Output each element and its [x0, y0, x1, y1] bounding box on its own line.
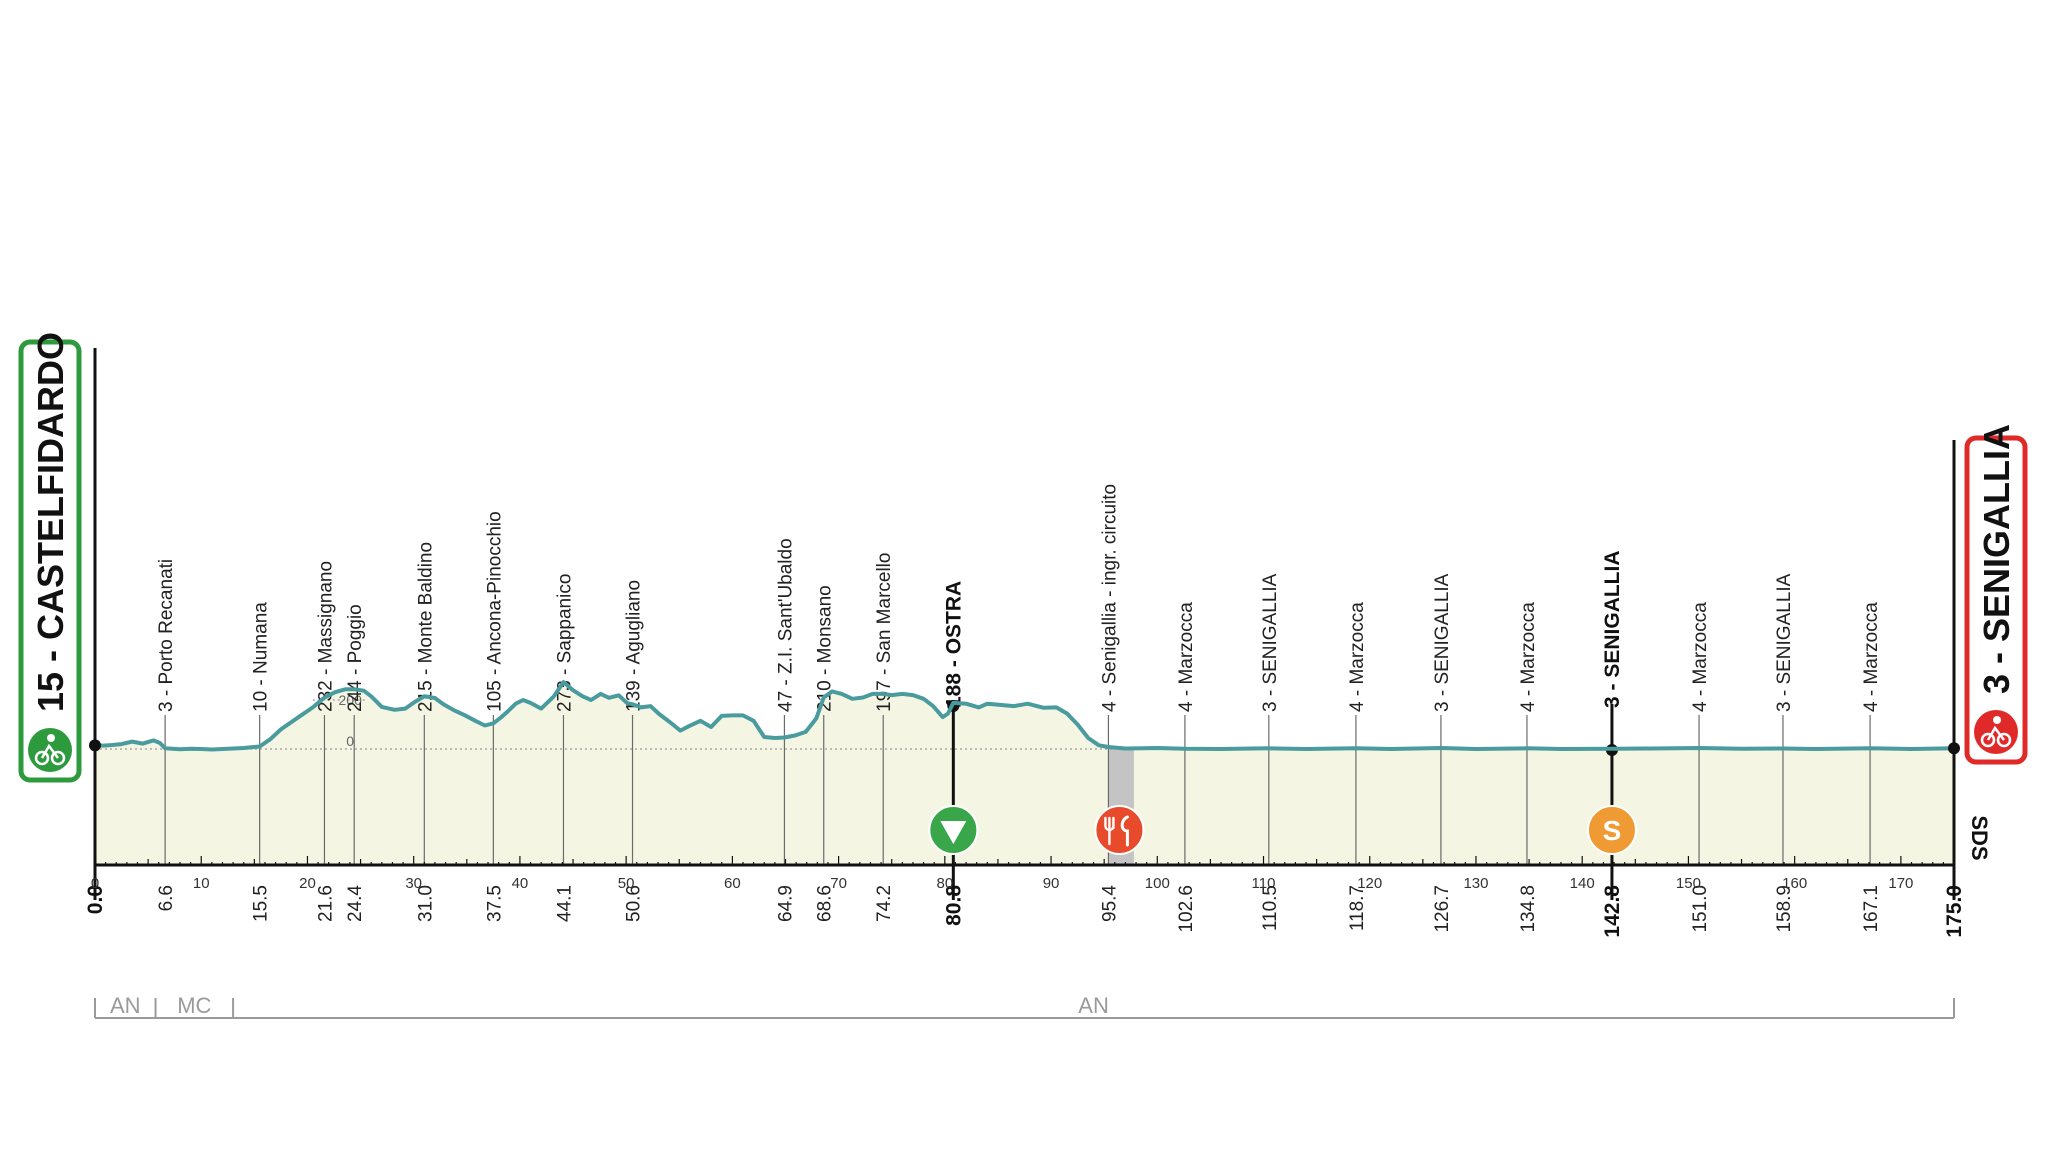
waypoint-km: 110.5 [1260, 885, 1281, 931]
waypoint-label: 139 - Agugliano [624, 580, 645, 712]
waypoint-label: 3 - SENIGALLIA [1260, 573, 1281, 712]
waypoint-km: 74.2 [874, 885, 895, 922]
rider-head-icon [47, 734, 55, 742]
distance-tick-label: 10 [193, 875, 210, 892]
waypoint-km: 68.6 [815, 885, 836, 922]
waypoint-label: 4 - Marzocca [1347, 602, 1368, 712]
finish-box [1964, 435, 2028, 765]
distance-tick-label: 140 [1570, 875, 1595, 892]
waypoint-km: 21.6 [315, 885, 336, 922]
waypoint-km: 102.6 [1176, 885, 1197, 933]
waypoint-label: 197 - San Marcello [874, 553, 895, 712]
waypoint-label: 4 - Marzocca [1176, 602, 1197, 712]
waypoint-label: 273 - Sappanico [554, 574, 575, 712]
region-label: AN [110, 993, 141, 1018]
sds-logo-icon: SDS [1967, 815, 1992, 860]
waypoint-km: 6.6 [156, 885, 177, 911]
waypoint-km: 80.8 [942, 885, 965, 926]
distance-tick-label: 110 [1252, 875, 1276, 892]
finish-icon-bg [1974, 710, 2018, 754]
distance-tick-label: 130 [1463, 875, 1488, 892]
waypoint-km: 134.8 [1518, 885, 1539, 933]
distance-tick-label: 30 [405, 875, 422, 892]
knife-icon [1120, 815, 1129, 847]
profile-area [95, 682, 1954, 865]
waypoint-label: 4 - Senigallia - ingr. circuito [1099, 484, 1120, 712]
bike-frame-icon [40, 743, 59, 759]
distance-tick-label: 160 [1782, 875, 1807, 892]
distance-tick-label: 20 [299, 875, 316, 892]
waypoint-km: 95.4 [1099, 885, 1120, 922]
waypoint-km: 24.4 [345, 885, 366, 922]
waypoint-label: 3 - SENIGALLIA [1601, 550, 1624, 708]
sprint-icon [1586, 805, 1637, 855]
waypoint-km: 50.6 [624, 885, 645, 922]
waypoint-km: 167.1 [1861, 885, 1882, 933]
waypoint-km: 44.1 [554, 885, 575, 922]
start-box [18, 339, 82, 783]
bike-frame-icon [1986, 725, 2005, 741]
waypoint-label: 4 - Marzocca [1518, 602, 1539, 712]
waypoint-km: 158.9 [1774, 885, 1795, 933]
waypoint-label: 3 - SENIGALLIA [1432, 573, 1453, 712]
distance-tick-label: 50 [618, 875, 635, 892]
waypoint-label: 188 - OSTRA [942, 581, 965, 708]
rider-head-icon [1993, 716, 2001, 724]
distance-tick-label: 170 [1888, 875, 1913, 892]
waypoint-label: 47 - Z.I. Sant'Ubaldo [775, 538, 796, 712]
distance-tick-label: 0 [91, 875, 99, 892]
waypoint-km: 37.5 [484, 885, 505, 922]
profile-line [94, 680, 1955, 752]
sprint-letter: S [1603, 815, 1622, 846]
waypoint-label: 4 - Marzocca [1861, 602, 1882, 712]
start-label: 15 - CASTELFIDARDO [30, 332, 71, 712]
region-label: MC [177, 993, 211, 1018]
finish-label: 3 - SENIGALLIA [1976, 424, 2017, 694]
waypoint-km: 15.5 [251, 885, 272, 922]
waypoint-label: 3 - SENIGALLIA [1774, 573, 1795, 712]
waypoint-label: 215 - Monte Baldino [415, 542, 436, 712]
bike-wheel-icon [34, 750, 50, 766]
waypoint-label: 3 - Porto Recanati [156, 559, 177, 712]
waypoint-km: 31.0 [415, 885, 436, 922]
elevation-tick-label: 200 [339, 692, 363, 708]
fork-icon [1104, 816, 1115, 846]
feed-zone-icon [1094, 805, 1145, 855]
start-dot [89, 739, 101, 752]
bike-wheel-icon [50, 750, 66, 766]
bike-wheel-icon [1980, 732, 1996, 748]
waypoint-label: 105 - Ancona-Pinocchio [484, 511, 505, 712]
triangle-down-icon [940, 821, 967, 844]
distance-tick-label: 100 [1145, 875, 1170, 892]
waypoint-km: 151.0 [1690, 885, 1711, 933]
waypoint-km: 118.7 [1347, 885, 1368, 931]
elevation-tick-label: 0 [346, 733, 354, 749]
waypoint-label: 4 - Marzocca [1690, 602, 1711, 712]
distance-tick-label: 40 [512, 875, 529, 892]
waypoint-label: 244 - Poggio [345, 604, 366, 712]
waypoint-km: 175.0 [1943, 885, 1966, 938]
distance-tick-label: 70 [830, 875, 847, 892]
waypoint-km: 142.8 [1601, 885, 1624, 938]
distance-tick-label: 120 [1357, 875, 1382, 892]
waypoint-label: 232 - Massignano [315, 561, 336, 712]
waypoint-km: 126.7 [1432, 885, 1453, 933]
distance-tick-label: 150 [1676, 875, 1701, 892]
region-label: AN [1078, 993, 1109, 1018]
distance-tick-label: 90 [1043, 875, 1060, 892]
waypoint-label: 10 - Numana [251, 602, 272, 712]
bike-wheel-icon [1996, 732, 2012, 748]
distance-tick-label: 80 [936, 875, 953, 892]
start-icon-bg [28, 728, 72, 772]
finish-dot [1948, 742, 1960, 755]
waypoint-km: 64.9 [775, 885, 796, 922]
distance-tick-label: 60 [724, 875, 741, 892]
waypoint-label: 210 - Monsano [815, 585, 836, 712]
